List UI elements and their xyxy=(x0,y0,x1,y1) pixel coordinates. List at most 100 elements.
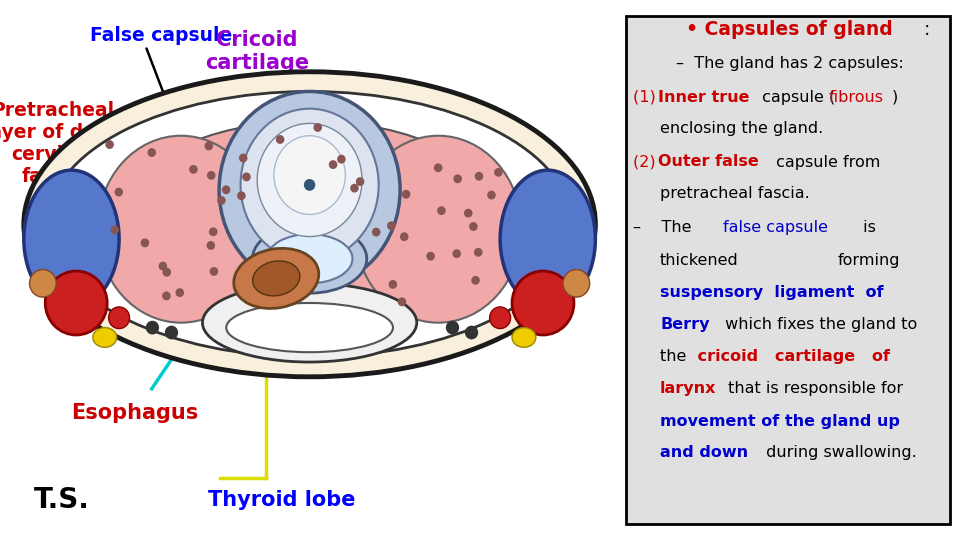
Circle shape xyxy=(490,307,511,328)
Circle shape xyxy=(110,225,119,234)
Ellipse shape xyxy=(24,170,119,308)
FancyBboxPatch shape xyxy=(626,16,949,524)
Text: during swallowing.: during swallowing. xyxy=(760,445,917,460)
Circle shape xyxy=(148,148,156,157)
Ellipse shape xyxy=(274,136,346,214)
Circle shape xyxy=(328,160,337,169)
Circle shape xyxy=(162,292,171,300)
Ellipse shape xyxy=(233,248,319,308)
Text: which fixes the gland to: which fixes the gland to xyxy=(720,316,917,332)
Circle shape xyxy=(146,321,159,334)
Circle shape xyxy=(165,326,179,340)
Circle shape xyxy=(465,326,478,340)
Circle shape xyxy=(239,153,248,163)
Circle shape xyxy=(209,227,218,236)
Circle shape xyxy=(242,172,251,181)
Text: Pretracheal
layer of deep
cervical
fascia: Pretracheal layer of deep cervical fasci… xyxy=(0,100,122,186)
Circle shape xyxy=(206,241,215,250)
Ellipse shape xyxy=(93,328,117,347)
Circle shape xyxy=(337,155,346,164)
Text: capsule from: capsule from xyxy=(771,154,880,170)
Circle shape xyxy=(494,168,503,177)
Text: pretracheal fascia.: pretracheal fascia. xyxy=(660,186,810,201)
Ellipse shape xyxy=(252,224,367,293)
Circle shape xyxy=(464,208,472,218)
Text: :: : xyxy=(924,20,930,39)
Circle shape xyxy=(474,172,483,181)
Circle shape xyxy=(453,174,462,183)
Circle shape xyxy=(426,252,435,261)
Text: the: the xyxy=(660,349,691,364)
Circle shape xyxy=(304,179,315,191)
Text: • Capsules of gland: • Capsules of gland xyxy=(686,20,893,39)
Circle shape xyxy=(471,276,480,285)
Text: forming: forming xyxy=(837,253,900,268)
Circle shape xyxy=(176,288,184,297)
Circle shape xyxy=(402,190,410,199)
Ellipse shape xyxy=(512,328,536,347)
Circle shape xyxy=(30,269,57,297)
Ellipse shape xyxy=(48,91,571,357)
Circle shape xyxy=(108,307,130,328)
Text: suspensory  ligament  of: suspensory ligament of xyxy=(660,285,884,300)
Circle shape xyxy=(563,269,589,297)
Circle shape xyxy=(350,184,359,193)
Text: enclosing the gland.: enclosing the gland. xyxy=(660,121,824,136)
Circle shape xyxy=(487,191,495,199)
Text: Esophagus: Esophagus xyxy=(71,403,199,423)
Circle shape xyxy=(397,298,406,306)
Ellipse shape xyxy=(119,121,500,318)
Text: movement of the gland up: movement of the gland up xyxy=(660,414,900,429)
Circle shape xyxy=(276,135,284,144)
Text: –  The gland has 2 capsules:: – The gland has 2 capsules: xyxy=(676,56,903,71)
Text: T.S.: T.S. xyxy=(34,485,90,514)
Circle shape xyxy=(106,140,114,149)
Circle shape xyxy=(162,268,171,276)
Circle shape xyxy=(158,262,167,271)
Text: Cricoid
cartilage: Cricoid cartilage xyxy=(204,30,309,73)
Circle shape xyxy=(434,164,443,172)
Ellipse shape xyxy=(257,124,362,237)
Text: –    The: – The xyxy=(633,220,696,235)
Circle shape xyxy=(189,165,198,174)
Text: Berry: Berry xyxy=(660,316,709,332)
Circle shape xyxy=(140,239,149,247)
Text: false capsule: false capsule xyxy=(723,220,828,235)
Text: fibrous: fibrous xyxy=(828,90,884,105)
Ellipse shape xyxy=(252,261,300,296)
Ellipse shape xyxy=(98,136,264,323)
Ellipse shape xyxy=(500,170,595,308)
Text: Thyroid lobe: Thyroid lobe xyxy=(208,489,355,510)
Text: and down: and down xyxy=(660,445,748,460)
Circle shape xyxy=(372,228,380,237)
Circle shape xyxy=(314,123,322,132)
Circle shape xyxy=(452,249,461,258)
Circle shape xyxy=(469,222,478,231)
Ellipse shape xyxy=(267,234,352,284)
Circle shape xyxy=(222,185,230,194)
Text: Inner true: Inner true xyxy=(659,90,750,105)
Circle shape xyxy=(512,271,574,335)
Text: thickened: thickened xyxy=(660,253,739,268)
Text: cricoid   cartilage   of: cricoid cartilage of xyxy=(692,349,891,364)
Ellipse shape xyxy=(219,91,400,288)
Text: is: is xyxy=(858,220,876,235)
Circle shape xyxy=(204,141,213,150)
Ellipse shape xyxy=(241,109,378,261)
Circle shape xyxy=(45,271,108,335)
Circle shape xyxy=(387,221,396,230)
Circle shape xyxy=(389,280,397,289)
Circle shape xyxy=(209,267,218,276)
Circle shape xyxy=(445,321,459,334)
Text: ): ) xyxy=(892,90,899,105)
Ellipse shape xyxy=(355,136,521,323)
Circle shape xyxy=(237,191,246,200)
Text: (1): (1) xyxy=(633,90,660,105)
Ellipse shape xyxy=(227,303,393,352)
Text: Suspensory
ligament of
Berry: Suspensory ligament of Berry xyxy=(309,122,427,181)
Circle shape xyxy=(474,248,483,256)
Ellipse shape xyxy=(203,284,417,362)
Circle shape xyxy=(437,206,445,215)
Circle shape xyxy=(114,188,123,197)
Circle shape xyxy=(356,177,365,186)
